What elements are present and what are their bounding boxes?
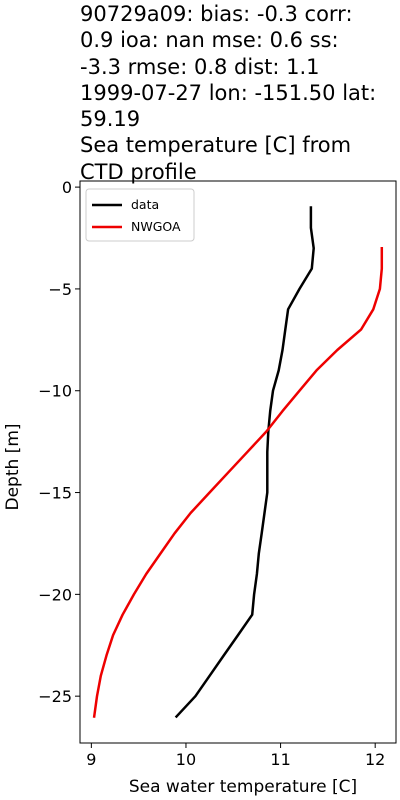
y-tick-label: −20 [38,585,72,604]
y-tick-label: 0 [62,178,72,197]
chart-title: 90729a09: bias: -0.3 corr: 0.9 ioa: nan … [80,2,377,184]
y-axis-label: Depth [m] [3,423,23,510]
plot-frame [79,180,397,744]
legend-label-nwgoa: NWGOA [131,219,181,234]
y-tick-label: −5 [48,280,72,299]
series-line-data [174,206,315,719]
x-tick-label: 10 [176,750,196,769]
series-line-nwgoa [92,246,384,718]
legend-label-data: data [131,197,159,212]
y-tick-label: −15 [38,484,72,503]
x-axis-label: Sea water temperature [C] [129,777,357,797]
plot-area: 9 10 11 12 0 −5 −10 −15 −20 −25 Sea water temperat… [3,178,397,797]
y-tick-label: −10 [38,382,72,401]
x-tick-label: 9 [86,750,96,769]
x-tick-label: 12 [365,750,385,769]
x-tick-label: 11 [270,750,290,769]
y-tick-label: −25 [38,687,72,706]
